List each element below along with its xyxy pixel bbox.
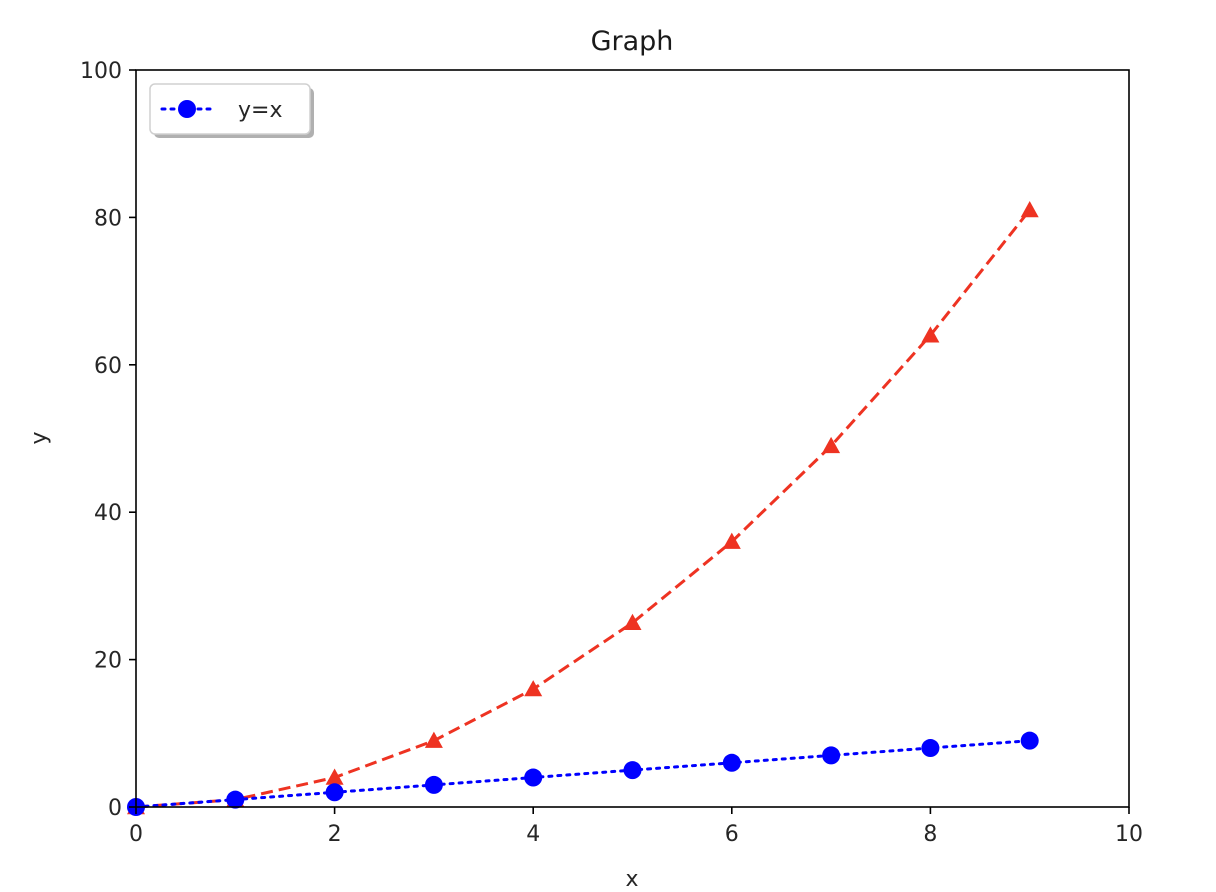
data-point: [226, 790, 245, 809]
series-line-1: [135, 209, 1031, 809]
y-tick-label: 100: [80, 59, 122, 84]
data-point: [1020, 201, 1039, 218]
data-point: [1020, 731, 1039, 750]
series-line-0: [134, 739, 1032, 809]
data-point: [921, 326, 940, 343]
x-tick-label: 8: [923, 822, 937, 847]
legend: y=x: [149, 83, 314, 138]
y-tick-label: 40: [94, 501, 122, 526]
data-point: [524, 768, 543, 787]
x-tick-label: 4: [526, 822, 540, 847]
series-layer: [127, 201, 1039, 816]
x-tick-label: 6: [725, 822, 739, 847]
plot-frame: [135, 69, 1130, 808]
data-point: [822, 746, 841, 765]
legend-label: y=x: [238, 98, 282, 123]
data-point: [424, 731, 443, 748]
y-tick-label: 20: [94, 649, 122, 674]
x-axis-label: x: [625, 867, 638, 892]
data-point: [822, 436, 841, 454]
x-tick-label: 0: [129, 822, 143, 847]
data-point: [325, 783, 344, 802]
series-1: [127, 201, 1039, 815]
data-point: [722, 753, 741, 772]
y-tick-label: 80: [94, 206, 122, 231]
legend-box: [149, 83, 311, 135]
legend-marker: [178, 100, 196, 118]
y-tick-label: 60: [94, 354, 122, 379]
data-point: [722, 532, 741, 549]
data-point: [325, 768, 344, 785]
series-0: [127, 731, 1039, 816]
data-point: [623, 613, 642, 630]
y-axis-label: y: [27, 431, 52, 444]
data-point: [524, 680, 543, 697]
chart-title: Graph: [591, 26, 674, 57]
y-tick-label: 0: [108, 796, 122, 821]
data-point: [424, 775, 443, 794]
x-tick-label: 2: [328, 822, 342, 847]
data-point: [623, 761, 642, 780]
data-point: [921, 739, 940, 758]
x-tick-label: 10: [1115, 822, 1143, 847]
